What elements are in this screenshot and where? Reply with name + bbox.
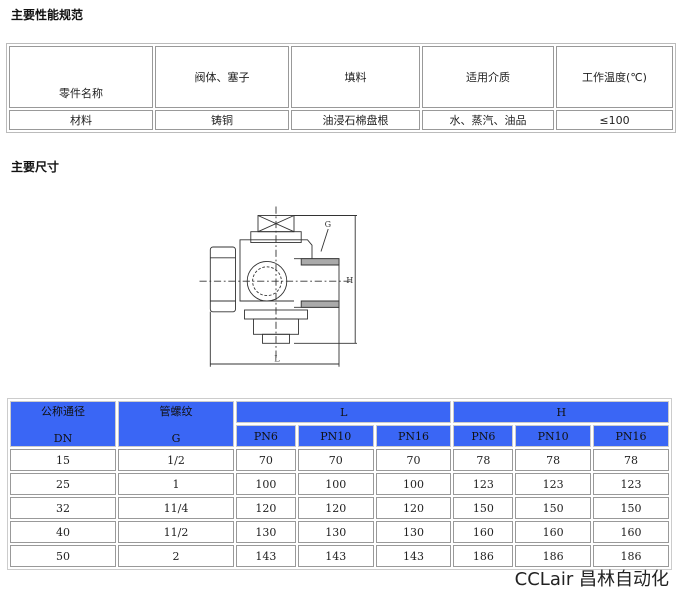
dim-cell: 130 bbox=[297, 521, 374, 543]
dim-cell: 2 bbox=[118, 545, 234, 567]
dim-cell: 120 bbox=[375, 497, 452, 519]
header-h: H bbox=[453, 401, 669, 423]
spec-header-cell: 适用介质 bbox=[422, 46, 554, 108]
header-h-pn10: PN10 bbox=[515, 425, 592, 447]
spec-cell: 水、蒸汽、油品 bbox=[422, 110, 554, 130]
label-h: H bbox=[346, 275, 353, 285]
header-dn-symbol: DN bbox=[53, 432, 73, 445]
dim-cell: 130 bbox=[236, 521, 296, 543]
dim-cell: 40 bbox=[10, 521, 116, 543]
dim-subheader-row: PN6 PN10 PN16 PN6 PN10 PN16 bbox=[10, 425, 669, 447]
dim-cell: 143 bbox=[236, 545, 296, 567]
dim-cell: 1 bbox=[118, 473, 234, 495]
dim-cell: 25 bbox=[10, 473, 116, 495]
dim-cell: 78 bbox=[593, 449, 669, 471]
spec-row: 材料 铸铜 油浸石棉盘根 水、蒸汽、油品 ≤100 bbox=[9, 110, 673, 130]
dim-cell: 130 bbox=[375, 521, 452, 543]
spec-header-cell: 零件名称 bbox=[9, 46, 153, 108]
header-l-pn6: PN6 bbox=[236, 425, 296, 447]
dim-cell: 78 bbox=[453, 449, 514, 471]
dim-cell: 100 bbox=[236, 473, 296, 495]
dim-cell: 143 bbox=[297, 545, 374, 567]
dim-row: 25 1 100 100 100 123 123 123 bbox=[10, 473, 669, 495]
dim-cell: 11/2 bbox=[118, 521, 234, 543]
dim-cell: 150 bbox=[593, 497, 669, 519]
dim-cell: 143 bbox=[375, 545, 452, 567]
dim-cell: 160 bbox=[453, 521, 514, 543]
dim-cell: 100 bbox=[375, 473, 452, 495]
dim-cell: 160 bbox=[515, 521, 592, 543]
dim-cell: 123 bbox=[515, 473, 592, 495]
dim-cell: 50 bbox=[10, 545, 116, 567]
spec-header-cell: 工作温度(℃) bbox=[556, 46, 673, 108]
dim-cell: 186 bbox=[453, 545, 514, 567]
spec-cell: 铸铜 bbox=[155, 110, 289, 130]
dim-cell: 186 bbox=[515, 545, 592, 567]
header-g: 管螺纹 G bbox=[118, 401, 234, 447]
dim-row: 50 2 143 143 143 186 186 186 bbox=[10, 545, 669, 567]
section-title-performance: 主要性能规范 bbox=[11, 8, 84, 22]
spec-cell: 油浸石棉盘根 bbox=[291, 110, 420, 130]
spec-header-cell: 填料 bbox=[291, 46, 420, 108]
spec-header-row: 零件名称 阀体、塞子 填料 适用介质 工作温度(℃) bbox=[9, 46, 673, 108]
dim-cell: 78 bbox=[515, 449, 592, 471]
spec-cell: ≤100 bbox=[556, 110, 673, 130]
label-g: G bbox=[325, 219, 331, 229]
dim-cell: 70 bbox=[236, 449, 296, 471]
header-dn: 公称通径 DN bbox=[10, 401, 116, 447]
dim-cell: 120 bbox=[236, 497, 296, 519]
header-h-pn6: PN6 bbox=[453, 425, 514, 447]
dim-cell: 70 bbox=[297, 449, 374, 471]
header-l: L bbox=[236, 401, 452, 423]
header-dn-label: 公称通径 bbox=[41, 405, 85, 418]
dim-cell: 150 bbox=[515, 497, 592, 519]
dim-cell: 123 bbox=[593, 473, 669, 495]
dim-cell: 11/4 bbox=[118, 497, 234, 519]
spec-header-cell: 阀体、塞子 bbox=[155, 46, 289, 108]
spec-table: 零件名称 阀体、塞子 填料 适用介质 工作温度(℃) 材料 铸铜 油浸石棉盘根 … bbox=[6, 43, 676, 133]
left-hex-nut bbox=[209, 246, 236, 313]
header-l-pn10: PN10 bbox=[297, 425, 374, 447]
label-l: L bbox=[274, 353, 280, 363]
dim-cell: 1/2 bbox=[118, 449, 234, 471]
valve-drawing: G H L bbox=[199, 206, 357, 367]
dimension-table: 公称通径 DN 管螺纹 G L H PN6 PN10 PN16 PN6 PN10 P… bbox=[7, 398, 672, 570]
dim-row: 40 11/2 130 130 130 160 160 160 bbox=[10, 521, 669, 543]
dim-cell: 150 bbox=[453, 497, 514, 519]
dim-row: 15 1/2 70 70 70 78 78 78 bbox=[10, 449, 669, 471]
section-title-dimensions: 主要尺寸 bbox=[11, 160, 60, 174]
dim-cell: 70 bbox=[375, 449, 452, 471]
spec-cell: 材料 bbox=[9, 110, 153, 130]
dim-header-row: 公称通径 DN 管螺纹 G L H bbox=[10, 401, 669, 447]
dim-row: 32 11/4 120 120 120 150 150 150 bbox=[10, 497, 669, 519]
header-g-label: 管螺纹 bbox=[159, 405, 193, 418]
dim-cell: 186 bbox=[593, 545, 669, 567]
dim-cell: 32 bbox=[10, 497, 116, 519]
dim-cell: 123 bbox=[453, 473, 514, 495]
header-l-pn16: PN16 bbox=[375, 425, 452, 447]
header-g-symbol: G bbox=[171, 432, 181, 445]
dim-cell: 120 bbox=[297, 497, 374, 519]
dim-cell: 160 bbox=[593, 521, 669, 543]
header-h-pn16: PN16 bbox=[593, 425, 669, 447]
watermark: CCLair 昌林自动化 bbox=[514, 569, 669, 590]
dim-cell: 100 bbox=[297, 473, 374, 495]
dim-cell: 15 bbox=[10, 449, 116, 471]
